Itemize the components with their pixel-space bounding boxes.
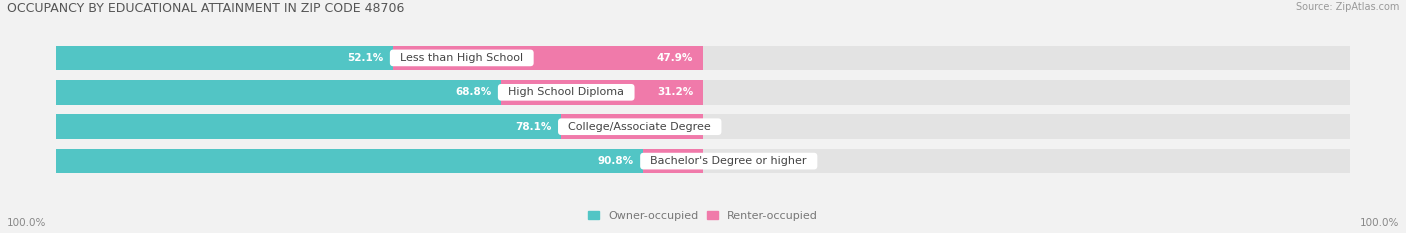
Bar <box>56 114 561 139</box>
Text: 100.0%: 100.0% <box>1360 218 1399 228</box>
Text: College/Associate Degree: College/Associate Degree <box>561 122 718 132</box>
Text: 100.0%: 100.0% <box>7 218 46 228</box>
Bar <box>501 80 703 105</box>
Bar <box>56 80 501 105</box>
Text: 47.9%: 47.9% <box>657 53 693 63</box>
Text: 90.8%: 90.8% <box>598 156 634 166</box>
Text: High School Diploma: High School Diploma <box>501 87 631 97</box>
Text: Bachelor's Degree or higher: Bachelor's Degree or higher <box>644 156 814 166</box>
Text: 21.9%: 21.9% <box>657 122 693 132</box>
Bar <box>56 80 1350 105</box>
Bar <box>56 149 644 174</box>
Bar <box>56 45 1350 70</box>
Text: Less than High School: Less than High School <box>394 53 530 63</box>
Bar <box>561 114 703 139</box>
Text: 52.1%: 52.1% <box>347 53 384 63</box>
Bar <box>56 45 394 70</box>
Bar <box>56 149 1350 174</box>
Text: OCCUPANCY BY EDUCATIONAL ATTAINMENT IN ZIP CODE 48706: OCCUPANCY BY EDUCATIONAL ATTAINMENT IN Z… <box>7 2 405 15</box>
Bar <box>644 149 703 174</box>
Text: 68.8%: 68.8% <box>456 87 492 97</box>
Text: 31.2%: 31.2% <box>657 87 693 97</box>
Legend: Owner-occupied, Renter-occupied: Owner-occupied, Renter-occupied <box>583 206 823 225</box>
Bar <box>394 45 703 70</box>
Text: 9.2%: 9.2% <box>665 156 693 166</box>
Text: 78.1%: 78.1% <box>515 122 551 132</box>
Text: Source: ZipAtlas.com: Source: ZipAtlas.com <box>1295 2 1399 12</box>
Bar <box>56 114 1350 139</box>
